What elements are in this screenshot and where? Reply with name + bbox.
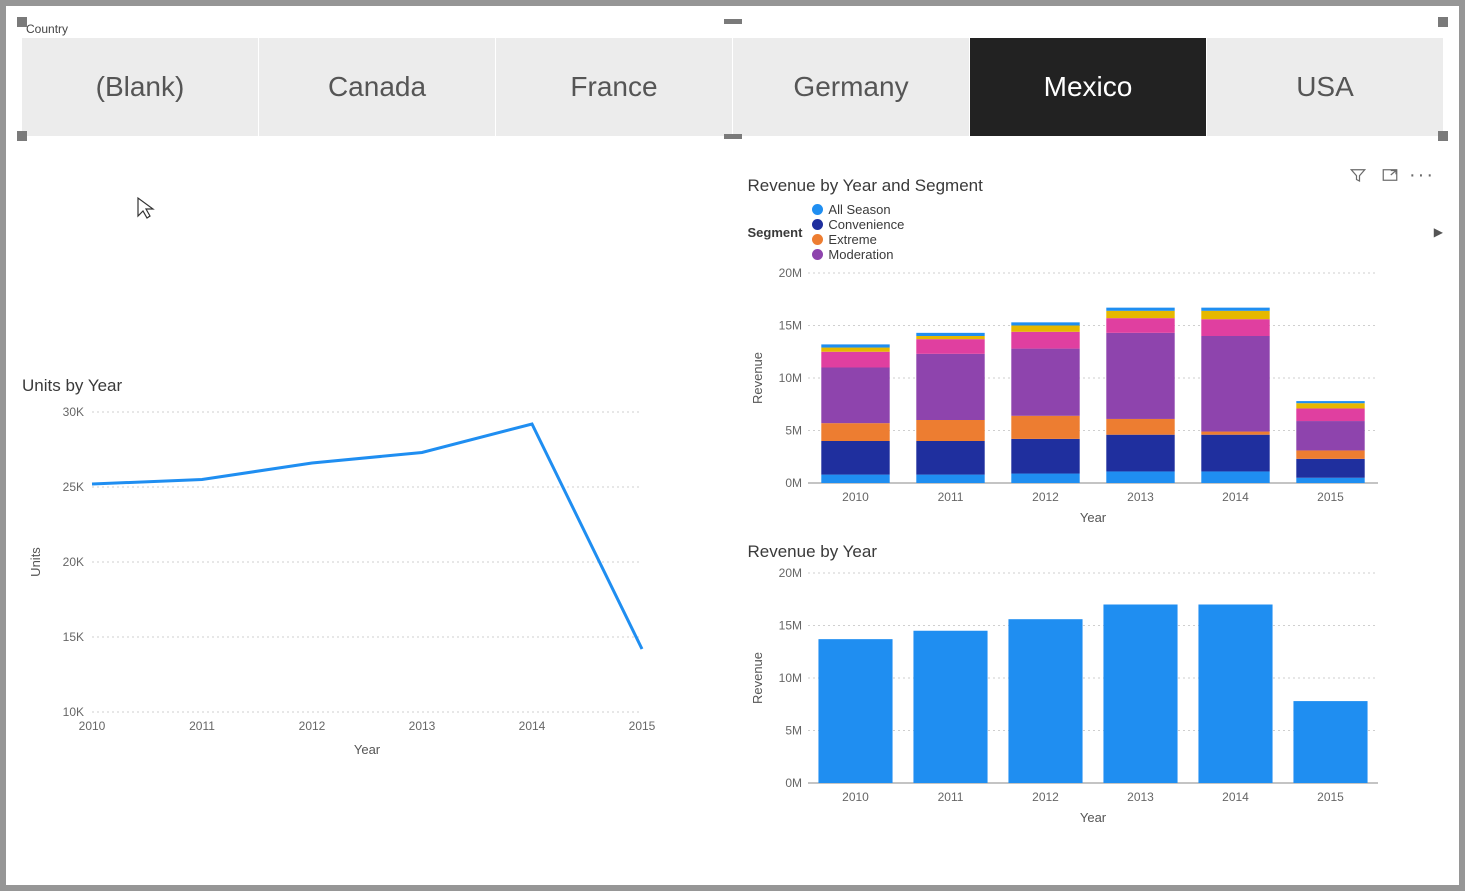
legend-label: All Season — [828, 202, 890, 217]
svg-text:10K: 10K — [63, 705, 84, 719]
legend-label: Convenience — [828, 217, 904, 232]
chart-title: Revenue by Year and Segment — [748, 176, 1444, 196]
filter-icon[interactable] — [1349, 166, 1367, 184]
svg-text:2015: 2015 — [629, 719, 656, 733]
svg-text:2013: 2013 — [409, 719, 436, 733]
svg-text:0M: 0M — [785, 776, 802, 790]
legend-scroll-right-icon[interactable]: ▶ — [1434, 225, 1443, 239]
svg-text:20K: 20K — [63, 555, 84, 569]
svg-text:10M: 10M — [778, 671, 801, 685]
svg-text:2011: 2011 — [189, 719, 215, 733]
charts-area: Units by Year 10K 15K 20K 25K 30K 2010 2011 201… — [22, 176, 1443, 833]
resize-handle-tr[interactable] — [1438, 17, 1448, 27]
svg-text:Revenue: Revenue — [750, 352, 765, 404]
legend-item-all-season[interactable]: All Season — [812, 202, 904, 217]
units-line-chart: 10K 15K 20K 25K 30K 2010 2011 2012 2013 2014 2015 Y… — [22, 402, 662, 762]
resize-handle-bl[interactable] — [17, 131, 27, 141]
revenue-bar-chart: 0M 5M 10M 15M 20M 2010 2011 2012 2013 2014 2015 Yea… — [748, 568, 1388, 828]
svg-text:25K: 25K — [63, 480, 84, 494]
slicer-field-label: Country — [22, 22, 1443, 36]
revenue-stacked-chart: 0M 5M 10M 15M 20M 2010 2011 2012 2013 2014 2015 Yea… — [748, 268, 1388, 528]
svg-text:2015: 2015 — [1317, 790, 1344, 804]
resize-handle-br[interactable] — [1438, 131, 1448, 141]
svg-text:0M: 0M — [785, 476, 802, 490]
legend-swatch — [812, 219, 823, 230]
legend-swatch — [812, 204, 823, 215]
resize-handle-tm[interactable] — [724, 19, 742, 24]
svg-text:20M: 20M — [778, 568, 801, 580]
legend-swatch — [812, 249, 823, 260]
chart-title: Units by Year — [22, 376, 718, 396]
legend-item-moderation[interactable]: Moderation — [812, 247, 904, 262]
revenue-by-year-segment-visual[interactable]: Revenue by Year and Segment Segment All … — [748, 176, 1444, 528]
svg-text:2013: 2013 — [1127, 490, 1154, 504]
svg-text:2014: 2014 — [519, 719, 546, 733]
svg-text:10M: 10M — [778, 371, 801, 385]
svg-text:Year: Year — [1079, 810, 1106, 825]
svg-text:2011: 2011 — [937, 490, 963, 504]
svg-text:2013: 2013 — [1127, 790, 1154, 804]
focus-mode-icon[interactable] — [1381, 166, 1399, 184]
units-by-year-visual[interactable]: Units by Year 10K 15K 20K 25K 30K 2010 2011 201… — [22, 176, 718, 833]
svg-text:2014: 2014 — [1222, 490, 1249, 504]
report-canvas: Country (Blank)CanadaFranceGermanyMexico… — [6, 6, 1459, 885]
svg-text:15M: 15M — [778, 619, 801, 633]
svg-text:2014: 2014 — [1222, 790, 1249, 804]
country-slicer-visual[interactable]: Country (Blank)CanadaFranceGermanyMexico… — [22, 22, 1443, 136]
legend-swatch — [812, 234, 823, 245]
svg-text:Units: Units — [28, 547, 43, 577]
slicer-item--blank-[interactable]: (Blank) — [22, 38, 258, 136]
legend-item-convenience[interactable]: Convenience — [812, 217, 904, 232]
svg-text:Revenue: Revenue — [750, 652, 765, 704]
slicer-item-usa[interactable]: USA — [1207, 38, 1443, 136]
segment-legend: Segment All SeasonConvenienceExtremeMode… — [748, 202, 1444, 262]
svg-text:2012: 2012 — [1032, 790, 1059, 804]
svg-text:2010: 2010 — [842, 490, 869, 504]
slicer-item-canada[interactable]: Canada — [259, 38, 495, 136]
slicer-item-mexico[interactable]: Mexico — [970, 38, 1206, 136]
svg-text:2011: 2011 — [937, 790, 963, 804]
legend-label: Extreme — [828, 232, 876, 247]
svg-text:20M: 20M — [778, 268, 801, 280]
resize-handle-tl[interactable] — [17, 17, 27, 27]
svg-text:5M: 5M — [785, 424, 802, 438]
more-options-icon[interactable]: ··· — [1413, 166, 1431, 184]
resize-handle-bm[interactable] — [724, 134, 742, 139]
svg-text:30K: 30K — [63, 405, 84, 419]
svg-text:2010: 2010 — [79, 719, 106, 733]
revenue-by-year-visual[interactable]: Revenue by Year 0M 5M 10M 15M 20M 2010 2011 201… — [748, 542, 1444, 828]
svg-text:2012: 2012 — [299, 719, 326, 733]
slicer-item-germany[interactable]: Germany — [733, 38, 969, 136]
svg-text:2012: 2012 — [1032, 490, 1059, 504]
visual-header: ··· — [1349, 166, 1431, 184]
svg-text:15M: 15M — [778, 319, 801, 333]
svg-text:Year: Year — [354, 742, 381, 757]
chart-title: Revenue by Year — [748, 542, 1444, 562]
country-slicer-items: (Blank)CanadaFranceGermanyMexicoUSA — [22, 38, 1443, 136]
svg-text:5M: 5M — [785, 724, 802, 738]
svg-text:Year: Year — [1079, 510, 1106, 525]
svg-text:2015: 2015 — [1317, 490, 1344, 504]
legend-item-extreme[interactable]: Extreme — [812, 232, 904, 247]
svg-text:2010: 2010 — [842, 790, 869, 804]
slicer-item-france[interactable]: France — [496, 38, 732, 136]
legend-label: Moderation — [828, 247, 893, 262]
svg-text:15K: 15K — [63, 630, 84, 644]
